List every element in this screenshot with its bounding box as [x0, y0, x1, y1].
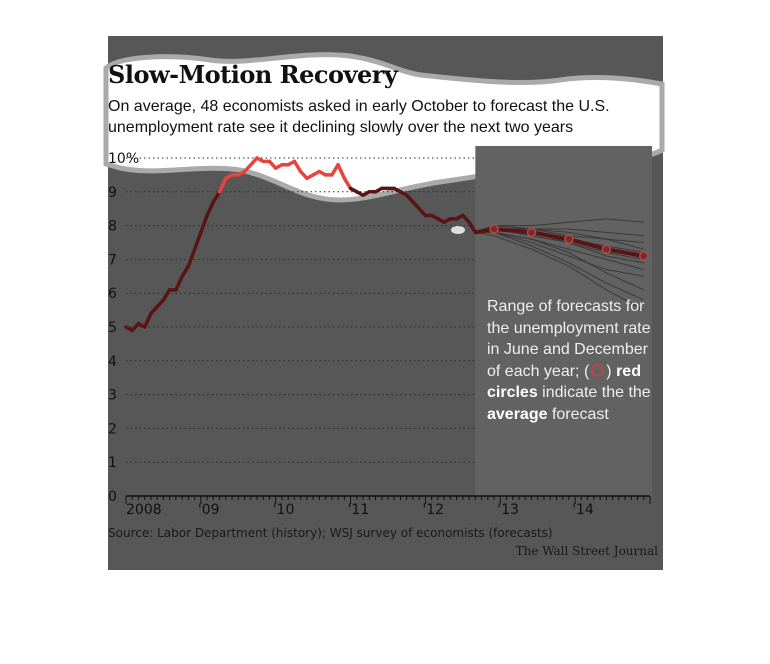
- y-tick-label: 8: [108, 219, 117, 235]
- forecast-region: [475, 146, 652, 496]
- y-tick-label: 5: [108, 320, 117, 336]
- forecast-marker: [564, 234, 574, 244]
- x-tick-label: '11: [348, 502, 370, 518]
- history-series: [124, 156, 478, 333]
- x-tick-label: 2008: [126, 502, 162, 518]
- chart-subtitle: On average, 48 economists asked in early…: [108, 98, 610, 136]
- history-segment: [192, 230, 203, 252]
- history-segment: [336, 163, 347, 181]
- axes: 2008 '09 '10 '11 '12 '13 '14: [125, 495, 651, 518]
- forecast-region-bg: [475, 146, 652, 496]
- source-note: Source: Labor Department (history); WSJ …: [108, 526, 553, 540]
- annotation-text-2: ): [606, 362, 617, 380]
- history-segment: [211, 190, 222, 204]
- annotation-text-3: indicate the the: [537, 384, 651, 401]
- y-tick-label: 9: [108, 185, 117, 201]
- history-segment: [199, 213, 209, 235]
- x-tick-label: '14: [572, 502, 594, 518]
- y-tick-label: 0: [108, 489, 117, 505]
- forecast-marker: [601, 244, 612, 255]
- x-tick-label: '13: [497, 502, 519, 518]
- y-tick-label: 4: [108, 354, 117, 370]
- highlight-blob-small: [451, 226, 465, 234]
- forecast-annotation: Range of forecasts for the unemployment …: [487, 296, 652, 425]
- annotation-text-1: Range of forecasts for the unemployment …: [487, 298, 651, 380]
- history-segment: [142, 311, 153, 329]
- x-tick-label: '12: [422, 502, 444, 518]
- history-segment: [342, 176, 353, 191]
- annotation-emphasis-red-circles: red circles: [487, 362, 641, 402]
- annotation-emphasis-average: average: [487, 405, 548, 423]
- forecast-marker: [526, 227, 537, 238]
- annotation-text-4: forecast: [547, 405, 609, 423]
- history-segment: [180, 264, 191, 279]
- history-segment: [467, 220, 478, 235]
- y-tick-label: 1: [108, 455, 117, 471]
- y-tick-label: 10%: [108, 151, 139, 167]
- red-circle-legend-icon: [591, 363, 605, 377]
- x-tick-label: '09: [198, 502, 220, 518]
- x-tick-label: '10: [273, 502, 295, 518]
- history-segment: [217, 176, 228, 194]
- forecast-marker: [489, 224, 499, 234]
- history-segment: [161, 288, 172, 302]
- y-tick-label: 6: [108, 286, 117, 302]
- history-segment: [292, 159, 303, 174]
- average-forecast-series: [475, 224, 649, 261]
- y-tick-label: 7: [108, 252, 117, 268]
- forecast-range-line: [475, 231, 645, 311]
- history-segment: [205, 200, 216, 218]
- y-tick-label: 3: [108, 388, 117, 404]
- chart-title: Slow-Motion Recovery: [108, 60, 398, 89]
- history-segment: [174, 274, 184, 292]
- y-tick-label: 2: [108, 421, 117, 437]
- credit-line: The Wall Street Journal: [515, 544, 658, 558]
- forecast-marker: [639, 251, 649, 261]
- history-segment: [186, 247, 197, 268]
